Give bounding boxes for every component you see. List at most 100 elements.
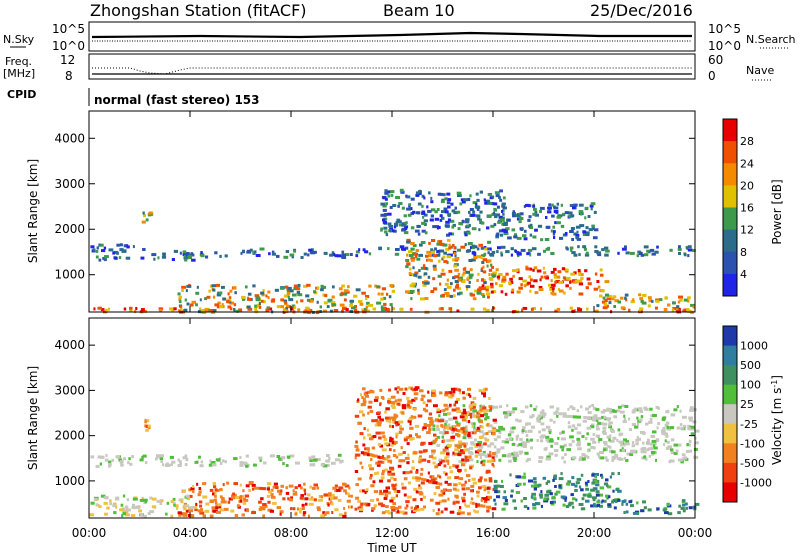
heatmap-cell (431, 389, 437, 393)
heatmap-cell (239, 456, 242, 459)
heatmap-cell (226, 300, 230, 304)
heatmap-cell (621, 500, 626, 503)
heatmap-cell (355, 496, 360, 500)
heatmap-cell (430, 259, 433, 263)
heatmap-cell (571, 309, 576, 313)
heatmap-cell (491, 250, 496, 254)
heatmap-cell (477, 503, 481, 507)
heatmap-cell (173, 501, 176, 505)
heatmap-cell (559, 431, 562, 435)
heatmap-cell (97, 306, 102, 310)
heatmap-cell (393, 229, 397, 233)
heatmap-cell (406, 240, 411, 244)
heatmap-cell (199, 253, 205, 257)
heatmap-cell (407, 495, 412, 499)
heatmap-cell (540, 439, 544, 443)
heatmap-cell (531, 414, 535, 417)
heatmap-cell (593, 210, 597, 214)
heatmap-cell (255, 254, 261, 257)
heatmap-cell (451, 453, 456, 457)
heatmap-cell (558, 484, 562, 488)
heatmap-cell (418, 190, 422, 194)
heatmap-cell (246, 509, 249, 513)
heatmap-cell (441, 210, 446, 214)
heatmap-cell (432, 456, 437, 460)
heatmap-cell (438, 458, 443, 462)
heatmap-cell (478, 286, 484, 290)
heatmap-cell (323, 493, 328, 497)
heatmap-cell (444, 391, 450, 395)
heatmap-cell (450, 427, 455, 431)
heatmap-cell (408, 271, 412, 275)
heatmap-cell (469, 407, 473, 411)
heatmap-cell (410, 297, 413, 301)
heatmap-cell (469, 501, 472, 505)
heatmap-cell (447, 205, 451, 209)
heatmap-cell (179, 305, 183, 309)
heatmap-cell (506, 218, 511, 222)
heatmap-cell (379, 431, 385, 435)
heatmap-cell (288, 484, 294, 488)
heatmap-cell (468, 451, 473, 454)
heatmap-cell (430, 427, 433, 431)
heatmap-cell (612, 436, 617, 440)
heatmap-cell (534, 228, 538, 232)
heatmap-cell (614, 453, 618, 457)
heatmap-cell (377, 460, 383, 464)
heatmap-cell (354, 470, 359, 473)
heatmap-cell (308, 248, 313, 252)
heatmap-cell (567, 421, 571, 425)
heatmap-cell (553, 420, 556, 424)
heatmap-cell (593, 228, 599, 232)
heatmap-cell (683, 456, 688, 460)
heatmap-cell (680, 506, 685, 510)
heatmap-cell (406, 262, 411, 266)
heatmap-cell (539, 210, 542, 213)
heatmap-cell (487, 295, 490, 299)
heatmap-cell (336, 488, 340, 492)
heatmap-cell (563, 213, 566, 217)
heatmap-cell (262, 505, 266, 509)
heatmap-cell (514, 454, 520, 458)
heatmap-cell (387, 194, 390, 198)
heatmap-cell (298, 484, 302, 488)
heatmap-cell (393, 478, 397, 481)
heatmap-cell (119, 460, 124, 463)
heatmap-cell (593, 504, 596, 508)
heatmap-cell (644, 450, 647, 454)
heatmap-cell (488, 277, 493, 281)
heatmap-cell (656, 507, 660, 511)
heatmap-cell (410, 247, 415, 251)
heatmap-cell (624, 245, 627, 249)
heatmap-cell (554, 485, 557, 488)
colorbar-tick-label: 16 (740, 202, 754, 215)
heatmap-cell (90, 245, 95, 249)
heatmap-cell (338, 486, 344, 490)
heatmap-cell (552, 495, 556, 499)
heatmap-cell (468, 210, 471, 214)
heatmap-cell (405, 471, 410, 475)
heatmap-cell (540, 416, 543, 420)
heatmap-cell (436, 435, 440, 439)
heatmap-cell (438, 493, 444, 497)
heatmap-cell (491, 507, 497, 511)
heatmap-cell (236, 309, 239, 313)
heatmap-cell (607, 294, 612, 298)
heatmap-cell (496, 205, 500, 209)
heatmap-cell (539, 411, 545, 415)
heatmap-cell (414, 229, 420, 233)
heatmap-cell (608, 301, 612, 305)
heatmap-cell (649, 418, 653, 421)
heatmap-cell (489, 442, 495, 446)
heatmap-cell (216, 305, 221, 309)
heatmap-cell (486, 214, 492, 218)
heatmap-cell (596, 427, 600, 431)
heatmap-cell (193, 506, 198, 509)
heatmap-cell (558, 477, 564, 481)
heatmap-cell (550, 500, 554, 504)
heatmap-cell (493, 498, 496, 502)
heatmap-cell (643, 506, 647, 510)
heatmap-cell (100, 455, 104, 459)
heatmap-cell (664, 296, 668, 300)
